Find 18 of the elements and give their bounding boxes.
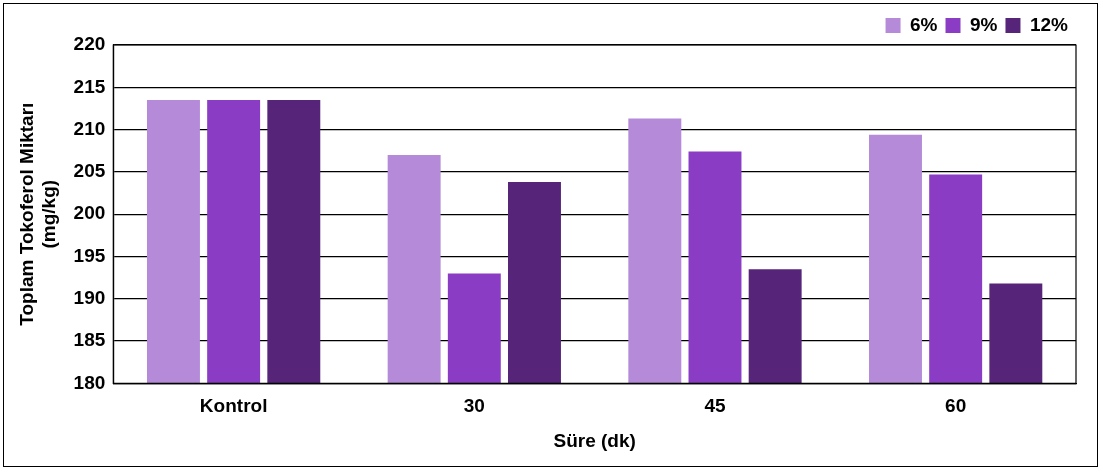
- y-tick-label: 220: [73, 33, 106, 55]
- y-tick-label: 180: [73, 371, 106, 393]
- y-axis-title: Toplam Tokoferol Miktarı (mg/kg): [15, 102, 60, 326]
- y-tick-label: 185: [73, 329, 106, 351]
- y-tick-label: 195: [73, 244, 106, 266]
- y-tick-label: 205: [73, 160, 106, 182]
- x-tick-label: Kontrol: [199, 395, 268, 417]
- legend-label: 12%: [1029, 13, 1069, 35]
- legend-label: 9%: [970, 13, 998, 35]
- x-axis-title: Süre (dk): [553, 429, 636, 451]
- x-tick-label: 60: [945, 395, 967, 417]
- y-tick-label: 215: [73, 75, 106, 97]
- legend-label: 6%: [910, 13, 938, 35]
- x-tick-label: 45: [704, 395, 726, 417]
- x-tick-label: 30: [463, 395, 485, 417]
- y-tick-label: 200: [73, 202, 106, 224]
- y-tick-label: 190: [73, 287, 106, 309]
- y-tick-label: 210: [73, 117, 106, 139]
